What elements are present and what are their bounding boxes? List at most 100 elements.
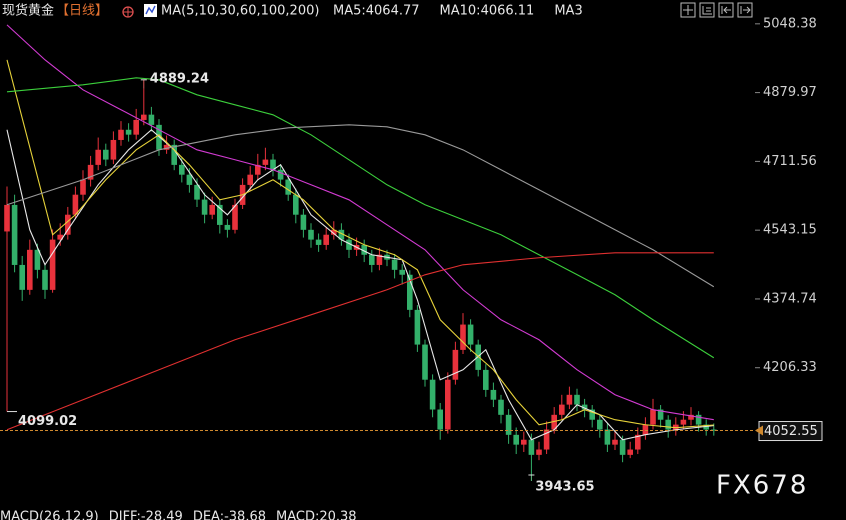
candle-body bbox=[551, 414, 557, 430]
candle-body bbox=[277, 169, 284, 180]
ma-line bbox=[6, 124, 715, 288]
candle-body bbox=[619, 439, 626, 455]
candle-body bbox=[711, 429, 717, 431]
settings-icon[interactable] bbox=[122, 6, 134, 18]
candle-body bbox=[118, 129, 124, 140]
candle-body bbox=[179, 164, 185, 175]
candle-body bbox=[255, 164, 261, 175]
candle-body bbox=[483, 369, 489, 390]
tool-button[interactable] bbox=[699, 2, 715, 18]
candle-body bbox=[4, 204, 10, 232]
candle-body bbox=[521, 439, 527, 445]
candle-body bbox=[224, 224, 231, 230]
ma-line bbox=[6, 77, 715, 359]
candle-body bbox=[95, 149, 101, 165]
candle-body bbox=[293, 194, 299, 215]
last-price-marker bbox=[755, 425, 763, 436]
period[interactable]: 【日线】 bbox=[56, 4, 108, 19]
candle-body bbox=[536, 449, 542, 455]
candle-body bbox=[42, 269, 48, 290]
legend-entry: MA5:4064.77 bbox=[333, 4, 420, 19]
tool-icon bbox=[740, 6, 751, 14]
candle-body bbox=[414, 309, 421, 345]
y-tick-label: 4879.97 bbox=[763, 85, 817, 100]
y-tick-label: 4374.74 bbox=[763, 291, 817, 306]
candle-body bbox=[194, 184, 200, 200]
candle-body bbox=[589, 409, 595, 420]
candle-body bbox=[680, 419, 687, 425]
y-tick-label: 4206.33 bbox=[763, 360, 817, 375]
ma-line bbox=[6, 59, 714, 429]
y-tick-label: 4711.56 bbox=[763, 154, 817, 169]
candle-body bbox=[490, 389, 497, 400]
candle-body bbox=[665, 419, 671, 430]
candle-body bbox=[49, 239, 56, 290]
candle-body bbox=[642, 424, 649, 435]
candle-body bbox=[148, 114, 155, 125]
annotation-label: 3943.65 bbox=[535, 480, 594, 495]
candle-body bbox=[209, 204, 215, 215]
indicator-label: DIFF:-28.49 bbox=[109, 510, 183, 520]
candle-body bbox=[308, 229, 314, 240]
candle-body bbox=[703, 424, 709, 430]
candle-body bbox=[11, 204, 18, 265]
candle-body bbox=[171, 144, 177, 165]
candle-body bbox=[80, 179, 86, 195]
candle-body bbox=[559, 404, 565, 415]
ma-icon[interactable] bbox=[144, 4, 157, 17]
candle-body bbox=[103, 149, 109, 160]
ma-line bbox=[6, 129, 714, 441]
candle-body bbox=[19, 264, 25, 290]
candle-body bbox=[452, 349, 459, 380]
candle-body bbox=[437, 409, 443, 430]
tool-button[interactable] bbox=[718, 2, 734, 18]
ma-spec: MA(5,10,30,60,100,200) bbox=[161, 4, 319, 19]
candle-body bbox=[407, 274, 413, 310]
last-price-label: 4052.55 bbox=[764, 424, 818, 439]
candle-body bbox=[34, 249, 41, 270]
candle-body bbox=[141, 114, 147, 120]
candle-body bbox=[315, 239, 322, 245]
candles bbox=[4, 88, 717, 476]
candle-body bbox=[627, 449, 633, 455]
indicator-label: MACD(26,12,9) bbox=[0, 510, 99, 520]
candle-body bbox=[270, 159, 276, 170]
ma-line bbox=[6, 24, 714, 421]
watermark: FX678 bbox=[716, 471, 808, 501]
legend-entry: MA3 bbox=[554, 4, 582, 19]
candle-body bbox=[163, 144, 170, 150]
candle-body bbox=[581, 404, 588, 410]
candle-body bbox=[65, 214, 71, 235]
tool-icon bbox=[683, 5, 693, 15]
candle-body bbox=[72, 194, 79, 215]
candle-body bbox=[460, 324, 466, 350]
candle-body bbox=[232, 204, 238, 230]
candle-body bbox=[201, 199, 208, 215]
candle-body bbox=[429, 379, 436, 410]
candle-body bbox=[673, 424, 679, 430]
tool-icon bbox=[721, 6, 731, 14]
annotation-label: 4099.02 bbox=[18, 414, 77, 429]
candle-body bbox=[110, 139, 117, 160]
candle-body bbox=[346, 239, 352, 250]
legend-entry: MA10:4066.11 bbox=[440, 4, 535, 19]
candle-body bbox=[323, 234, 329, 245]
candle-body bbox=[604, 429, 611, 445]
candle-body bbox=[247, 174, 253, 185]
tool-button[interactable] bbox=[680, 2, 696, 18]
candle-body bbox=[391, 259, 398, 270]
candle-body bbox=[125, 129, 132, 135]
candle-body bbox=[445, 379, 451, 430]
candle-body bbox=[597, 419, 603, 430]
candle-body bbox=[376, 254, 383, 265]
toolbar bbox=[680, 2, 753, 18]
tool-button[interactable] bbox=[737, 2, 753, 18]
candle-body bbox=[217, 204, 223, 225]
candle-body bbox=[566, 394, 573, 405]
candle-body bbox=[498, 399, 504, 415]
candle-body bbox=[612, 439, 618, 445]
candle-body bbox=[361, 244, 367, 255]
candle-body bbox=[422, 344, 428, 380]
indicator-label: DEA:-38.68 bbox=[193, 510, 266, 520]
